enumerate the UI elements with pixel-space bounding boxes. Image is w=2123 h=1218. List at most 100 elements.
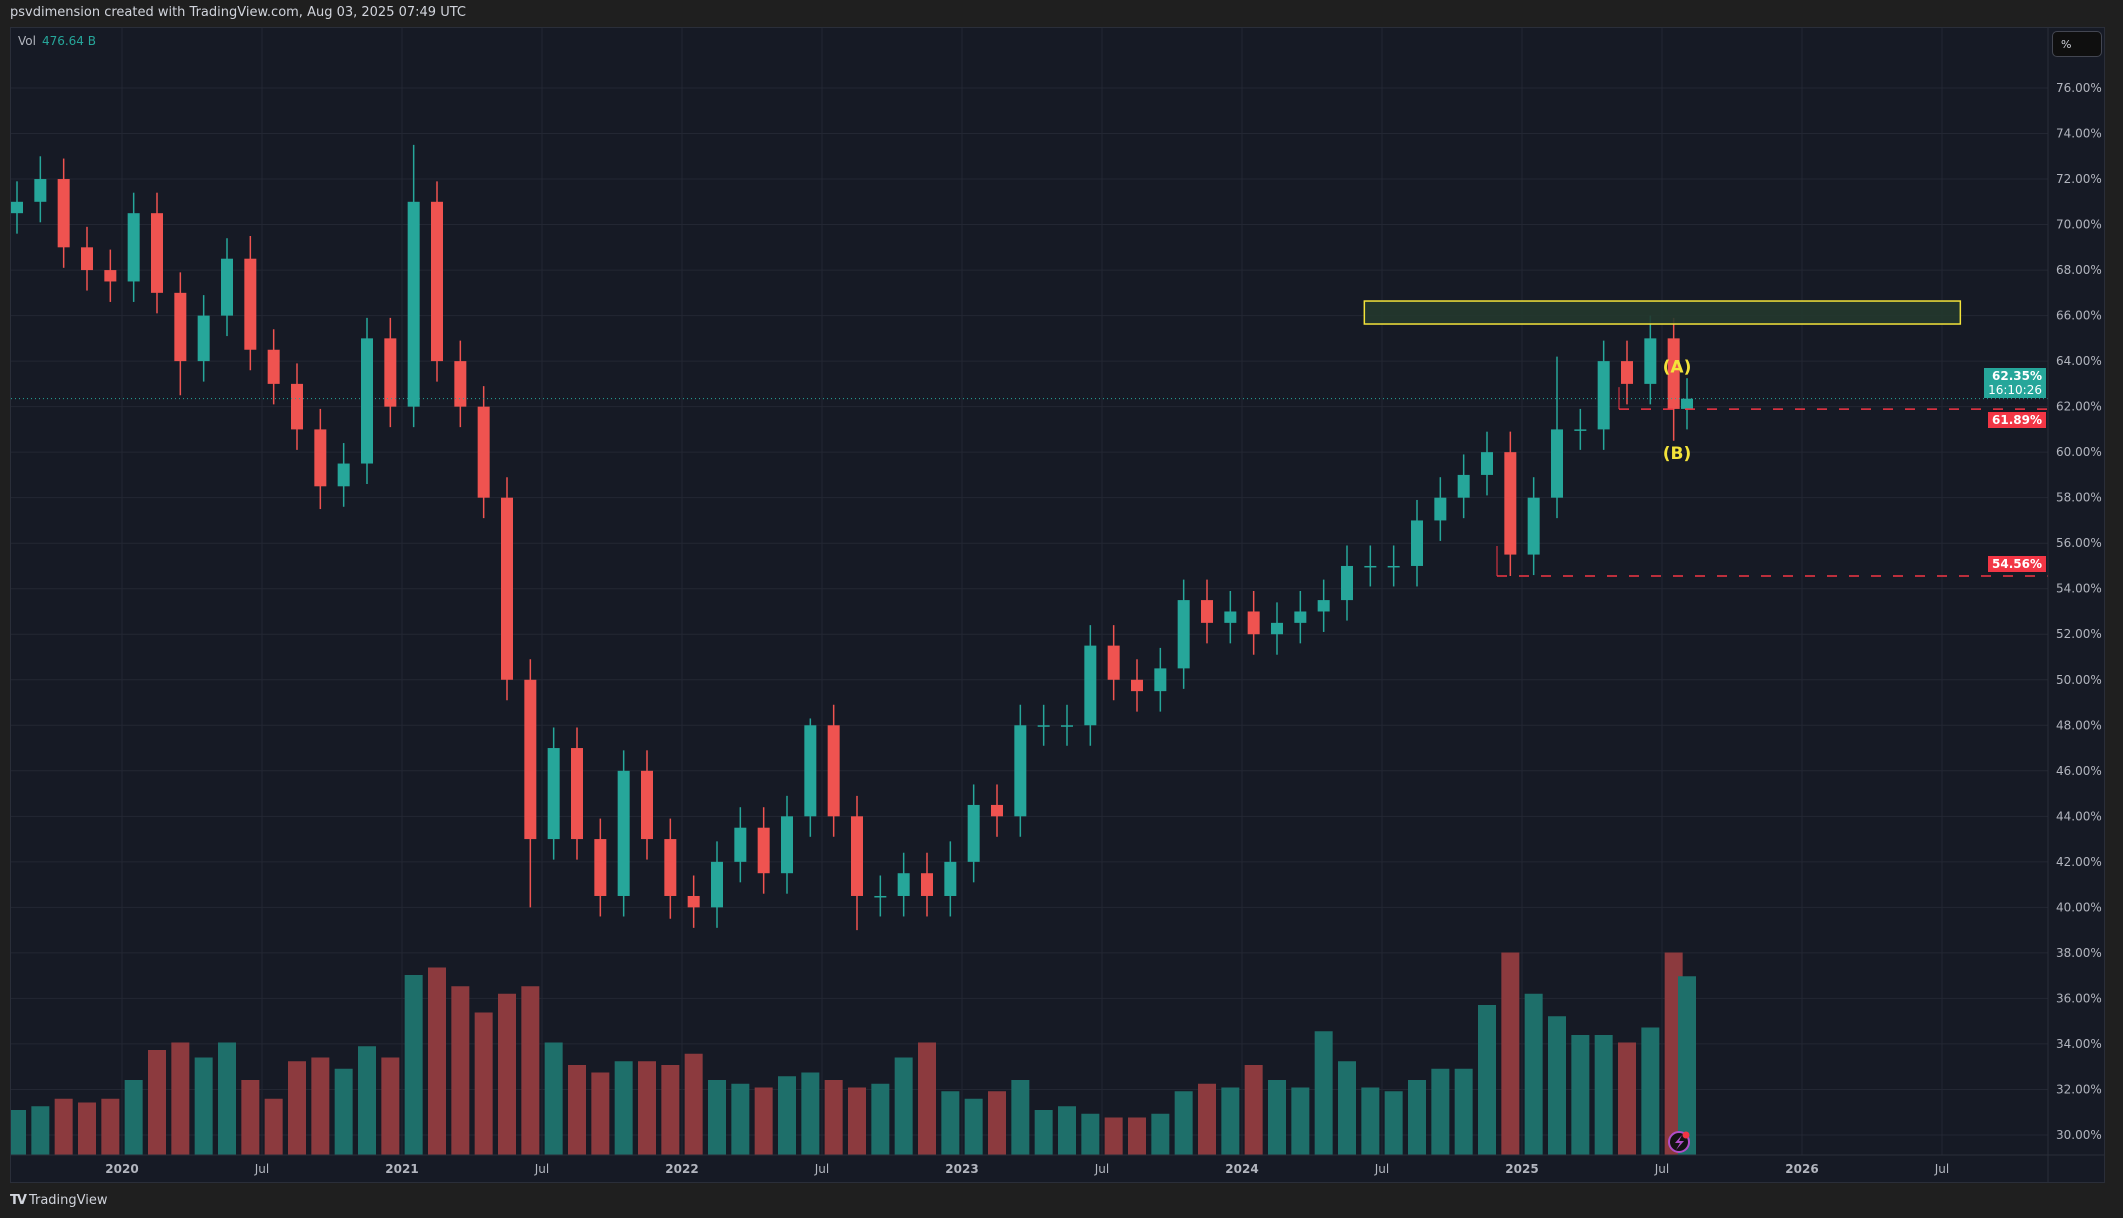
level-label-61: 61.89% [1988, 412, 2046, 428]
candle-body [967, 804, 980, 862]
y-tick-label: 66.00% [2056, 309, 2102, 323]
candle-body [1411, 520, 1423, 566]
candle-body [1434, 497, 1447, 521]
volume-bar [78, 1102, 96, 1155]
volume-bar [871, 1083, 890, 1155]
volume-bar [451, 986, 470, 1155]
x-tick-label: 2025 [1505, 1162, 1538, 1176]
candle-body [571, 748, 583, 840]
volume-bar [941, 1091, 960, 1155]
candle-body [127, 213, 140, 282]
volume-bar [288, 1061, 306, 1155]
tradingview-logo[interactable]: TV TradingView [10, 1193, 107, 1208]
candle-body [804, 725, 817, 817]
y-tick-label: 40.00% [2056, 900, 2102, 914]
candle-body [454, 361, 467, 407]
plot-area [11, 28, 2048, 1155]
x-tick-label: Jul [814, 1162, 829, 1176]
candle-body [174, 292, 187, 362]
x-tick-label: 2020 [105, 1162, 138, 1176]
candle-body [1644, 338, 1657, 384]
volume-bar [404, 975, 423, 1155]
volume-bar [474, 1012, 493, 1155]
volume-bar [1524, 993, 1543, 1155]
candle-body [1107, 645, 1120, 680]
lightning-icon-glyph [1675, 1135, 1684, 1150]
candle-body [687, 895, 700, 908]
volume-bar [638, 1061, 656, 1155]
chart-panel[interactable] [10, 27, 2105, 1183]
volume-bar [31, 1106, 50, 1155]
volume-bar [11, 1110, 26, 1155]
candle-body [1061, 725, 1073, 727]
y-tick-label: 74.00% [2056, 127, 2102, 141]
candle-body [1597, 361, 1610, 430]
volume-bar [54, 1098, 73, 1155]
volume-bar [1594, 1035, 1613, 1155]
candle-body [991, 804, 1003, 817]
y-tick-label: 52.00% [2056, 627, 2102, 641]
volume-bar [918, 1042, 936, 1155]
volume-legend: Vol 476.64 B [18, 34, 96, 48]
volume-bar [1128, 1117, 1146, 1155]
candle-body [11, 201, 23, 214]
candle-body [594, 839, 607, 896]
chart-attribution: psvdimension created with TradingView.co… [10, 5, 466, 20]
y-tick-label: 68.00% [2056, 263, 2102, 277]
volume-bar [801, 1072, 820, 1155]
volume-bar [1548, 1016, 1566, 1155]
y-tick-label: 58.00% [2056, 491, 2102, 505]
candle-body [431, 201, 443, 362]
bar-countdown: 16:10:26 [1988, 383, 2042, 397]
volume-label: Vol [18, 34, 36, 48]
x-tick-label: 2024 [1225, 1162, 1258, 1176]
candle-body [1574, 429, 1587, 431]
candle-body [81, 247, 93, 271]
x-tick-label: 2021 [385, 1162, 418, 1176]
candle-body [781, 816, 793, 874]
candle-body [1247, 611, 1260, 635]
volume-bar [731, 1083, 750, 1155]
candle-body [851, 816, 863, 896]
x-tick-label: 2022 [665, 1162, 698, 1176]
volume-bar [1268, 1080, 1286, 1155]
volume-bar [1408, 1080, 1426, 1155]
volume-bar [264, 1098, 283, 1155]
volume-bar [591, 1072, 610, 1155]
volume-bar [1058, 1106, 1076, 1155]
candle-body [337, 463, 350, 487]
y-tick-label: 48.00% [2056, 718, 2102, 732]
volume-bar [1104, 1117, 1123, 1155]
candle-body [244, 258, 257, 350]
percent-scale-button[interactable]: % [2052, 31, 2102, 57]
x-tick-label: Jul [1374, 1162, 1389, 1176]
candle-body [1271, 622, 1283, 635]
volume-value: 476.64 B [41, 34, 96, 48]
volume-bar [824, 1080, 843, 1155]
candle-body [1294, 611, 1307, 623]
volume-bar [1081, 1113, 1100, 1155]
x-tick-label: 2026 [1785, 1162, 1818, 1176]
volume-bar [1174, 1091, 1193, 1155]
candle-body [1317, 600, 1330, 612]
candle-body [1667, 338, 1680, 409]
volume-bar [241, 1080, 260, 1155]
candle-body [664, 839, 677, 896]
volume-bar [778, 1076, 796, 1155]
x-tick-label: Jul [1094, 1162, 1109, 1176]
candle-body [641, 770, 653, 840]
x-tick-label: Jul [254, 1162, 269, 1176]
volume-bar [1291, 1087, 1310, 1155]
x-tick-label: Jul [1934, 1162, 1949, 1176]
candle-body [384, 338, 397, 407]
volume-bar [1678, 976, 1696, 1155]
volume-bar [708, 1080, 726, 1155]
volume-bar [754, 1087, 773, 1155]
candle-body [944, 861, 957, 896]
volume-bar [1571, 1035, 1590, 1155]
candle-body [757, 827, 770, 874]
y-tick-label: 72.00% [2056, 172, 2102, 186]
volume-bar [1151, 1113, 1170, 1155]
candle-body [827, 725, 840, 817]
